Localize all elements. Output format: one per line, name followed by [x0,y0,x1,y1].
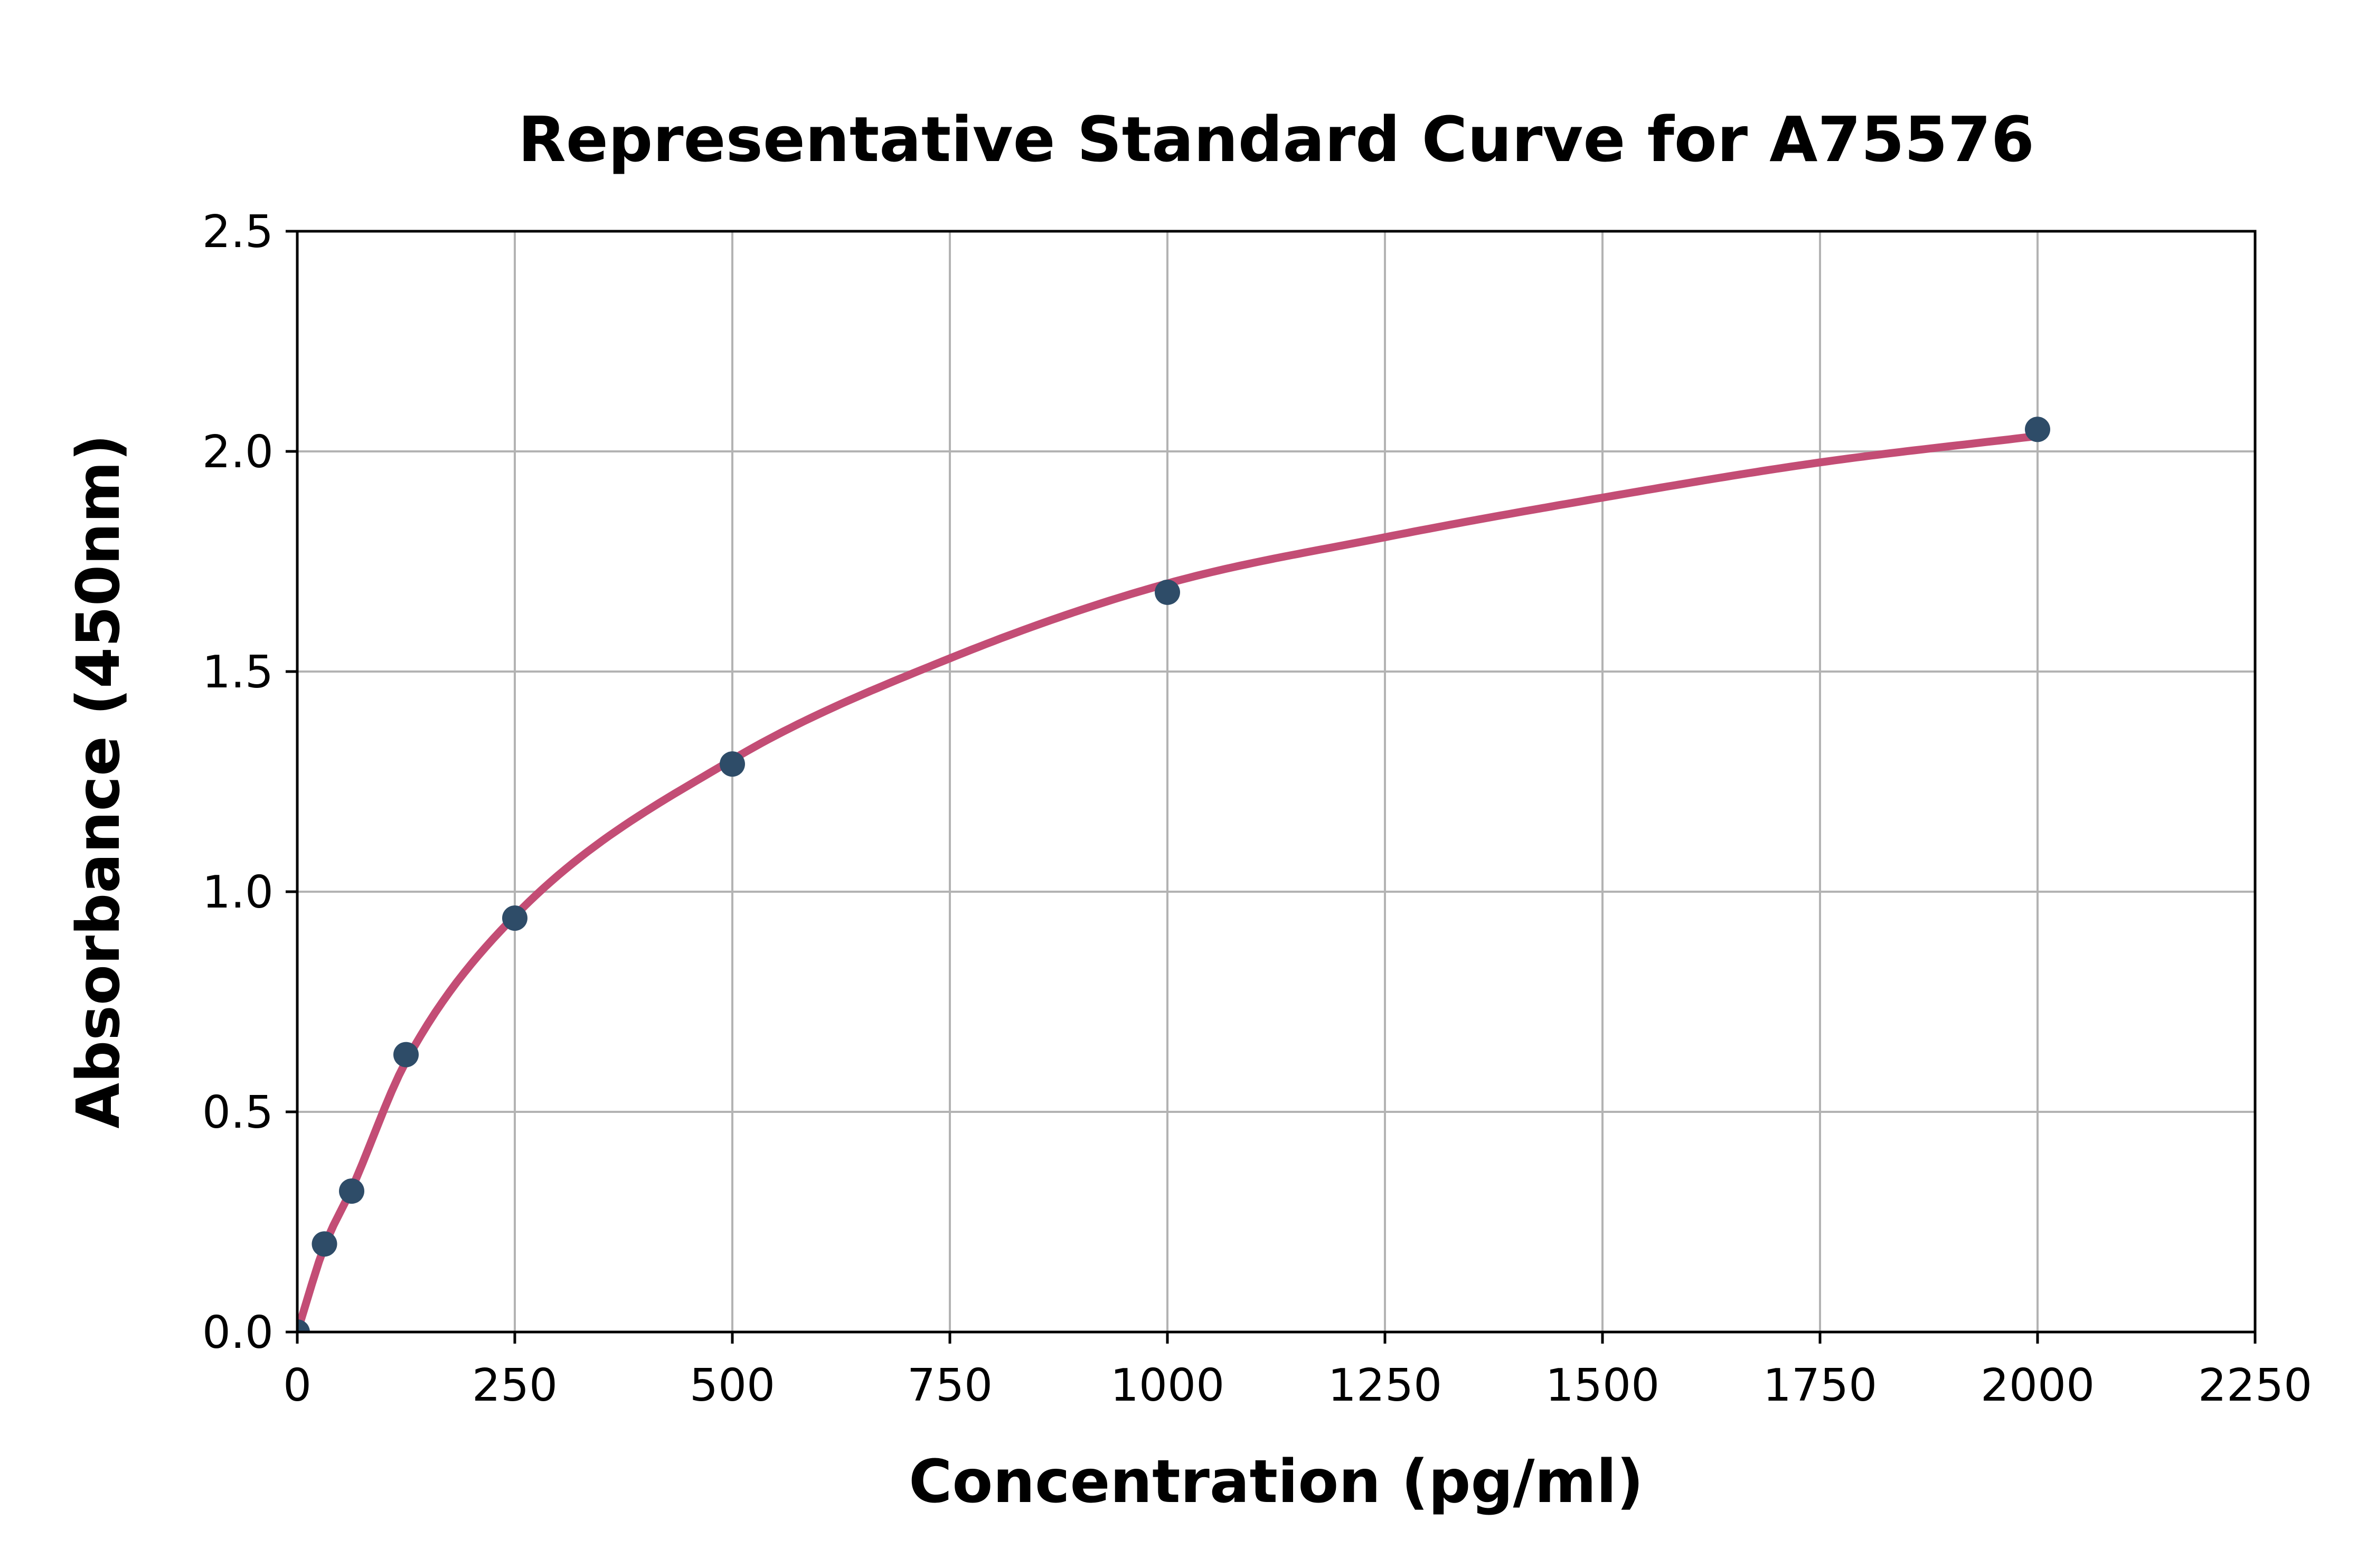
y-tick-label-1.5: 1.5 [202,646,274,698]
x-tick-label-1250: 1250 [1328,1359,1442,1412]
x-tick-label-1000: 1000 [1110,1359,1224,1412]
data-point-2000 [2025,417,2050,442]
y-tick-label-2.0: 2.0 [202,426,274,478]
x-axis-label: Concentration (pg/ml) [909,1448,1644,1516]
x-tick-label-500: 500 [690,1359,775,1412]
y-tick-label-0.5: 0.5 [202,1087,274,1139]
data-point-125 [393,1042,419,1068]
x-tick-label-2000: 2000 [1981,1359,2095,1412]
data-point-500 [720,751,745,777]
chart-title: Representative Standard Curve for A75576 [518,103,2034,176]
gridlines [297,230,2256,1332]
tick-labels: 0 250 500 750 1000 1250 1500 1750 2000 2250 0.0 0.5… [202,206,2312,1412]
data-point-31.25 [312,1231,337,1257]
x-tick-label-750: 750 [907,1359,993,1412]
y-axis-label: Absorbance (450nm) [64,434,133,1128]
axes [286,230,2257,1344]
data-point-1000 [1155,579,1180,605]
x-tick-label-250: 250 [472,1359,558,1412]
x-tick-label-2250: 2250 [2198,1359,2312,1412]
data-point-62.5 [339,1178,364,1204]
plot-border [296,230,2257,1334]
x-tick-label-1500: 1500 [1545,1359,1660,1412]
y-tick-label-2.5: 2.5 [202,206,274,258]
data-point-0 [297,1319,310,1332]
x-tick-label-0: 0 [283,1359,312,1412]
plot-data [297,417,2050,1332]
y-tick-label-0.0: 0.0 [202,1307,274,1359]
data-point-250 [502,905,527,931]
x-tick-label-1750: 1750 [1763,1359,1877,1412]
y-tick-label-1.0: 1.0 [202,866,274,919]
